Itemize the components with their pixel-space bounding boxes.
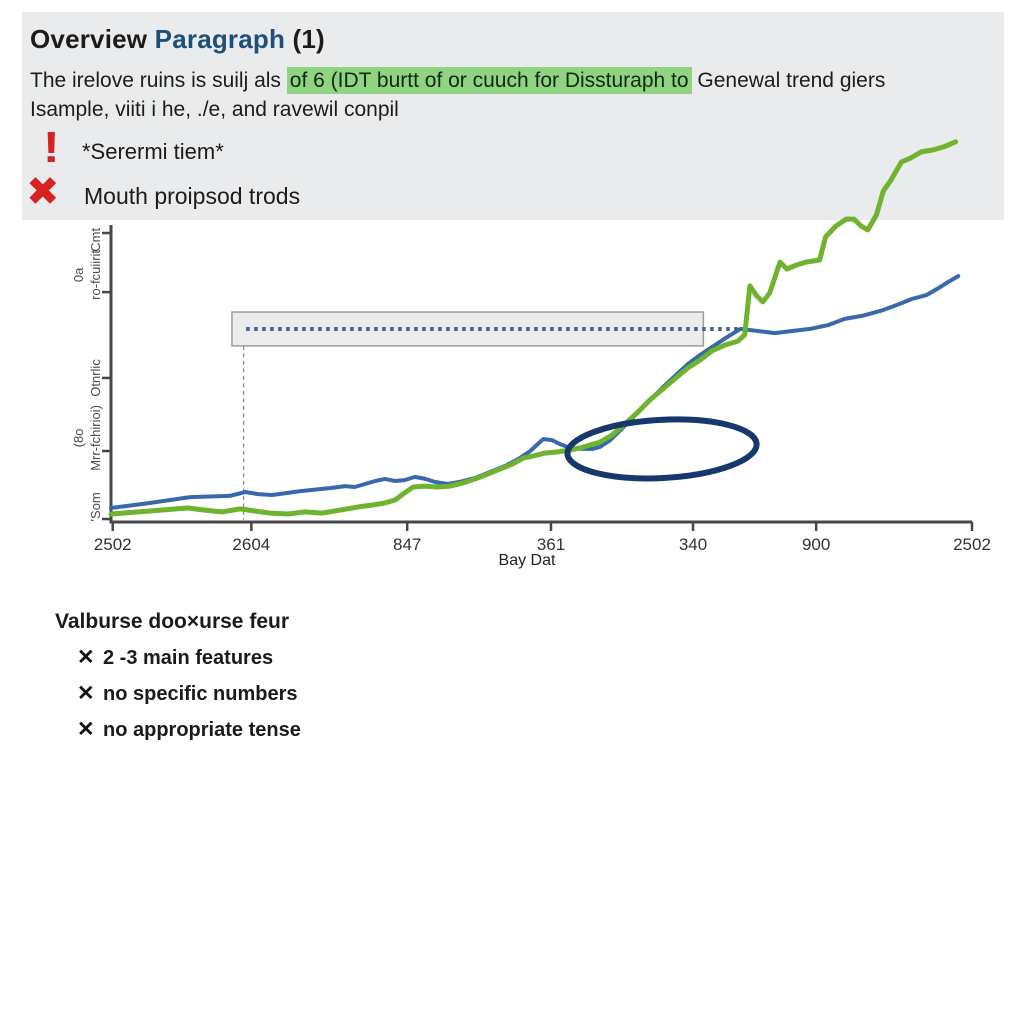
x-tick-label: 2502: [953, 535, 991, 554]
y-axis-label: 0a: [71, 267, 86, 282]
annotation-box: [231, 311, 705, 347]
paragraph-line-1: The irelove ruins is suilj als of 6 (IDT…: [30, 66, 885, 95]
title-paragraph: Paragraph: [154, 24, 286, 54]
checklist-item-label: no appropriate tense: [103, 719, 301, 741]
x-tick-label: 361: [537, 535, 565, 554]
checklist-item: ✕ no specific numbers: [77, 681, 301, 706]
x-tick-label: 2502: [94, 535, 132, 554]
checklist-item-label: 2 -3 main features: [103, 647, 274, 669]
page-title: Overview Paragraph (1): [30, 24, 325, 55]
y-axis-label: Otnrlic: [88, 359, 103, 397]
checklist-item-label: no specific numbers: [103, 683, 298, 705]
highlighted-text: of 6 (IDT burtt of or cuuch for Disstura…: [286, 67, 692, 94]
warning-note: *Serermi tiem*: [82, 139, 224, 164]
red-cross-icon: ✖: [26, 170, 60, 214]
x-tick-label: 847: [393, 535, 421, 554]
x-mark-icon: ✕: [77, 718, 95, 741]
highlight-ellipse: [564, 416, 760, 482]
title-number: (1): [292, 24, 325, 54]
y-axis-label: 'Som: [88, 492, 103, 521]
x-axis-title: Bay Dat: [499, 552, 556, 569]
x-tick-label: 340: [679, 535, 707, 554]
axes: [109, 225, 972, 524]
paragraph-text: Genewal trend giers: [691, 69, 886, 92]
y-axis-label: Cmt: [88, 228, 103, 252]
overview-paragraph: The irelove ruins is suilj als of 6 (IDT…: [30, 66, 885, 124]
y-axis-label: (8o: [71, 429, 86, 448]
exclamation-icon: !: [42, 123, 60, 172]
checklist-item: ✕ no appropriate tense: [77, 717, 301, 742]
x-tick-label: 2604: [232, 535, 270, 554]
paragraph-line-2: Isample, viiti i he, ./e, and ravewil co…: [30, 98, 399, 121]
feedback-checklist: Valburse doo×urse feur ✕ 2 -3 main featur…: [55, 610, 301, 742]
checklist-item: ✕ 2 -3 main features: [77, 645, 301, 670]
rejected-note: Mouth proipsod trods: [84, 183, 301, 209]
x-mark-icon: ✕: [77, 646, 95, 669]
paragraph-text: The irelove ruins is suilj als: [30, 69, 287, 92]
checklist-heading: Valburse doo×urse feur: [55, 610, 289, 633]
y-axis-label: ro-fcuiirit: [88, 250, 103, 300]
blue-series: [109, 274, 961, 510]
y-axis-label: Mrr-fchirioi): [88, 405, 103, 471]
x-mark-icon: ✕: [77, 682, 95, 705]
title-overview: Overview: [30, 24, 148, 54]
x-tick-label: 900: [802, 535, 830, 554]
